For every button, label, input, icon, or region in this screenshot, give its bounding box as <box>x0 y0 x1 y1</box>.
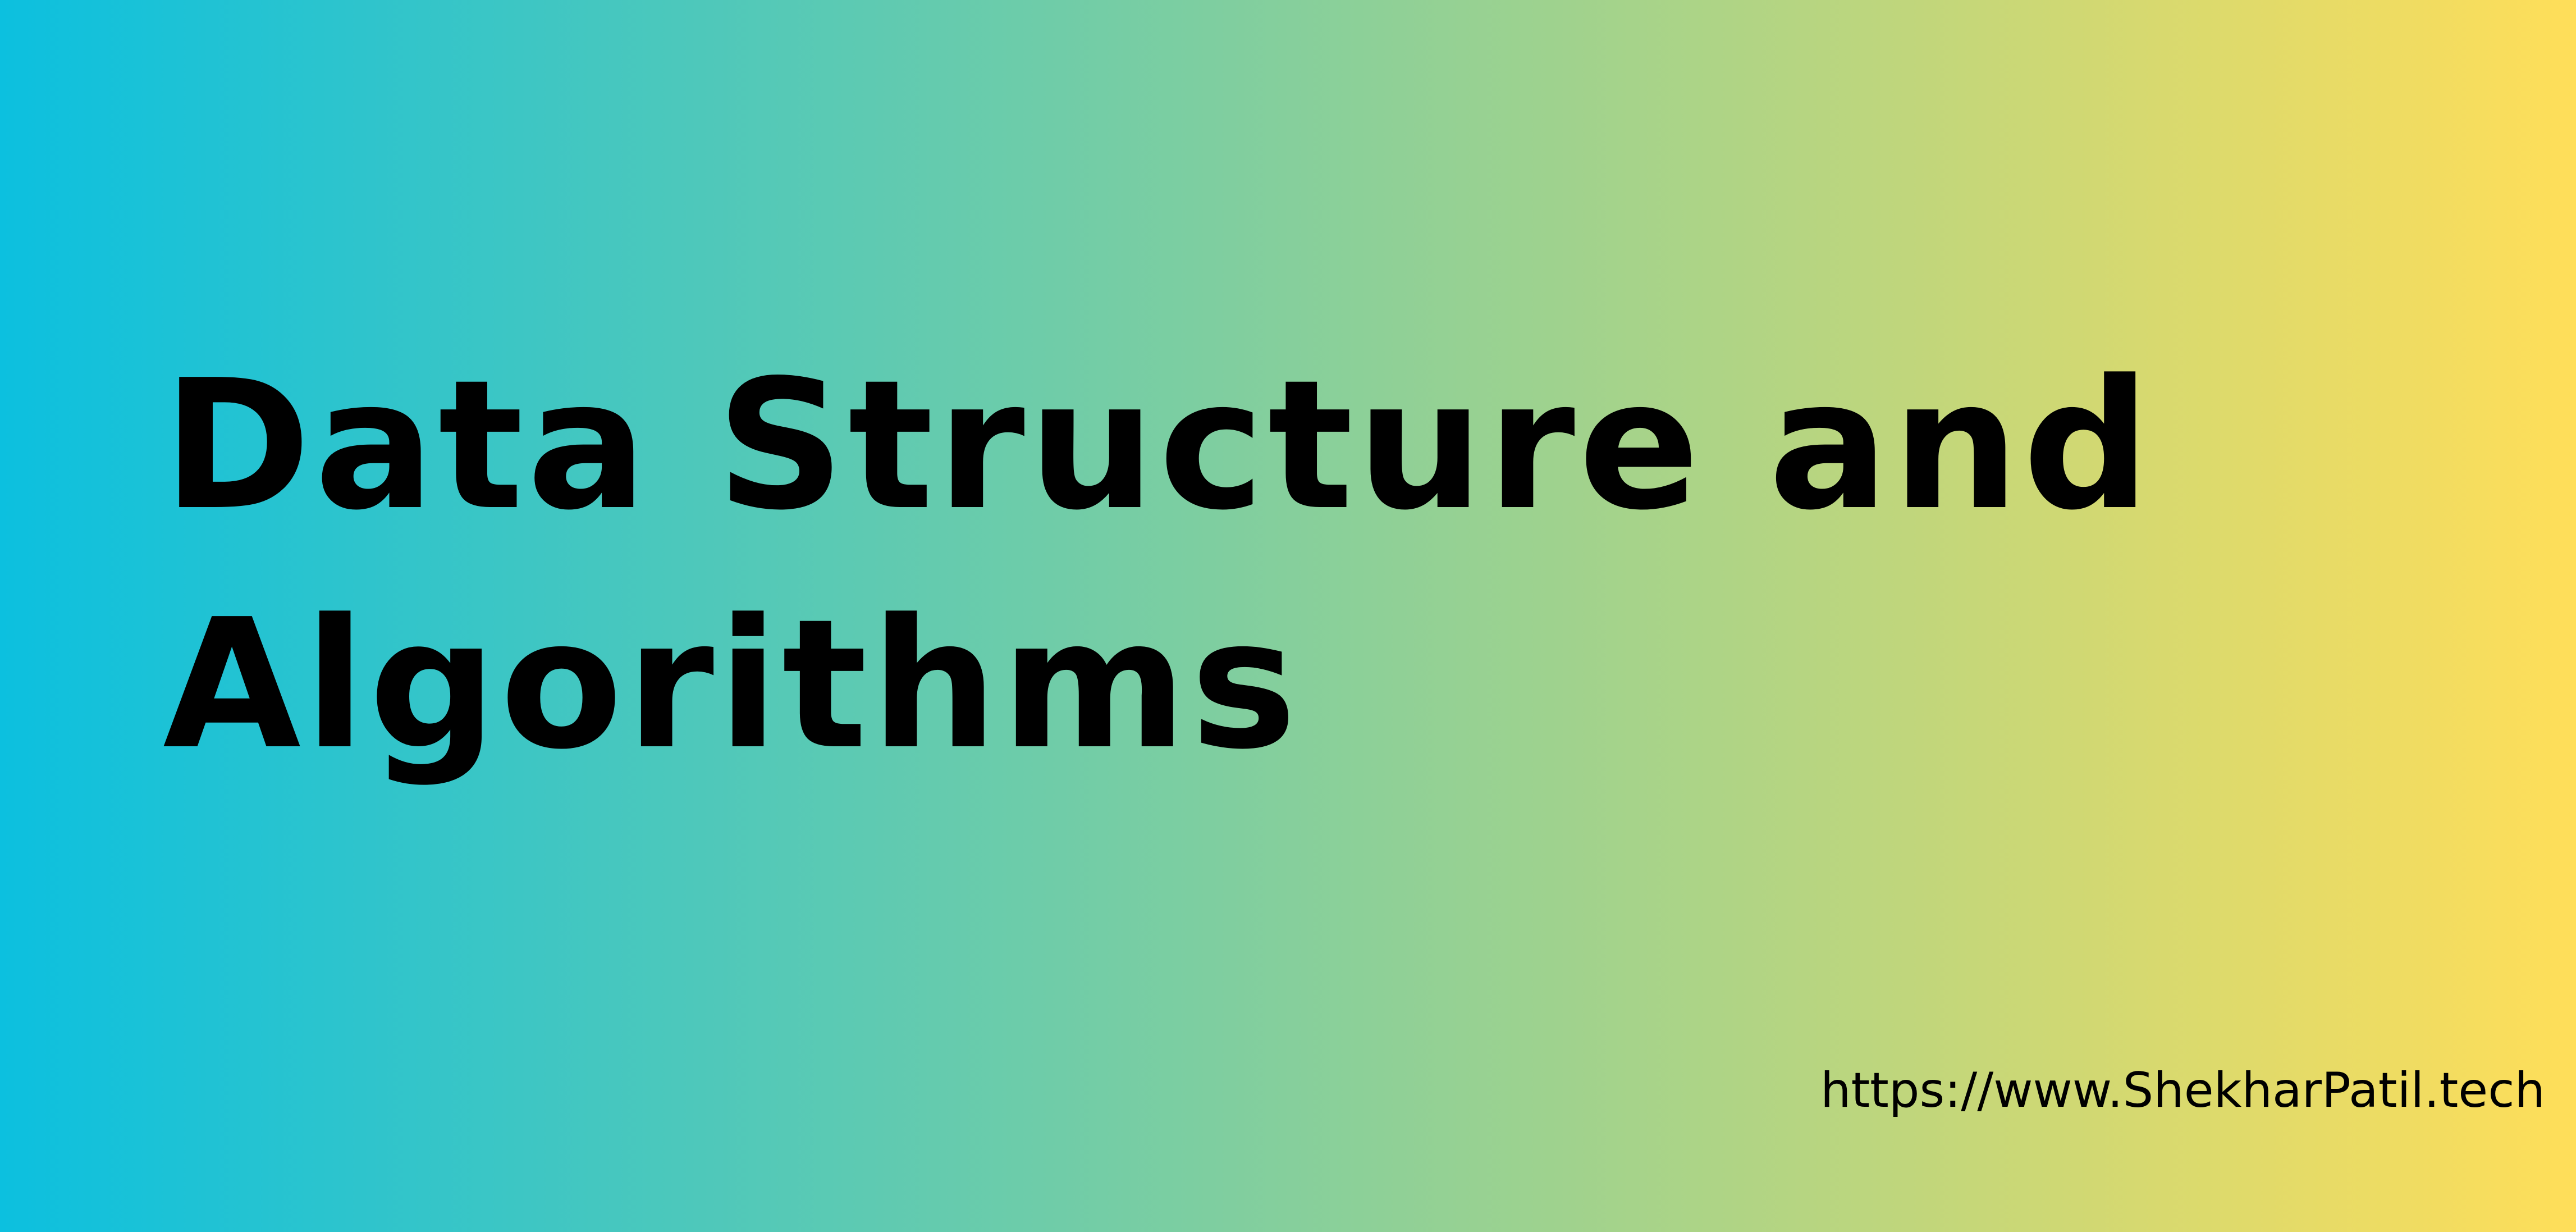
banner-title: Data Structure and Algorithms <box>163 326 2184 804</box>
website-url: https://www.ShekharPatil.tech <box>1820 1062 2545 1119</box>
title-line-2: Algorithms <box>163 581 1301 788</box>
title-line-1: Data Structure and <box>163 341 2154 549</box>
